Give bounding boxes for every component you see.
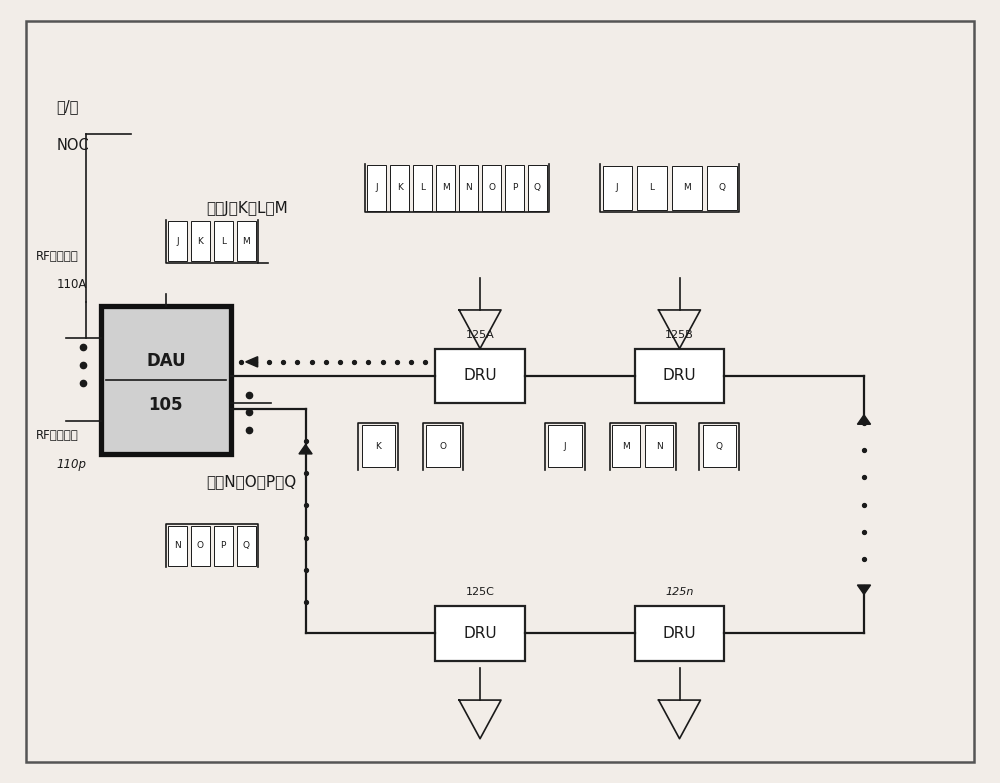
Bar xyxy=(505,165,524,211)
Text: DRU: DRU xyxy=(463,368,497,384)
Bar xyxy=(635,348,724,403)
Text: 125A: 125A xyxy=(466,330,494,340)
Text: J: J xyxy=(176,236,179,246)
Text: Q: Q xyxy=(534,183,541,193)
Polygon shape xyxy=(246,357,258,367)
Text: Q: Q xyxy=(716,442,723,450)
Bar xyxy=(168,525,187,565)
Bar xyxy=(528,165,547,211)
Bar xyxy=(635,606,724,661)
Text: K: K xyxy=(397,183,403,193)
Text: 110p: 110p xyxy=(56,457,86,471)
Text: M: M xyxy=(242,236,250,246)
Text: RF输入端口: RF输入端口 xyxy=(36,250,79,263)
Text: NOC: NOC xyxy=(56,139,89,153)
Text: 到/从: 到/从 xyxy=(56,99,79,114)
Text: RF输入端口: RF输入端口 xyxy=(36,429,79,442)
Bar xyxy=(707,166,737,210)
Text: 信道N、O、P、Q: 信道N、O、P、Q xyxy=(206,474,296,489)
Bar xyxy=(436,165,455,211)
Bar xyxy=(413,165,432,211)
Text: DRU: DRU xyxy=(463,626,497,640)
Bar xyxy=(362,425,395,467)
Text: 125n: 125n xyxy=(665,587,694,597)
Text: L: L xyxy=(650,183,655,193)
Text: J: J xyxy=(376,183,378,193)
Text: DAU: DAU xyxy=(146,352,186,370)
Text: 105: 105 xyxy=(149,396,183,414)
Text: J: J xyxy=(616,183,618,193)
Bar xyxy=(191,222,210,262)
Text: N: N xyxy=(656,442,662,450)
Text: M: M xyxy=(683,183,691,193)
Text: N: N xyxy=(465,183,472,193)
Text: O: O xyxy=(488,183,495,193)
Bar xyxy=(637,166,667,210)
Bar xyxy=(603,166,632,210)
Text: DRU: DRU xyxy=(663,368,696,384)
Bar xyxy=(645,424,673,467)
Text: Q: Q xyxy=(718,183,725,193)
Bar xyxy=(703,425,736,467)
Text: L: L xyxy=(420,183,425,193)
Bar xyxy=(548,425,582,467)
Text: 信道J、K、L、M: 信道J、K、L、M xyxy=(206,200,288,215)
Bar xyxy=(612,424,640,467)
Text: P: P xyxy=(512,183,517,193)
Text: K: K xyxy=(375,442,381,450)
Bar xyxy=(672,166,702,210)
Bar xyxy=(390,165,409,211)
Polygon shape xyxy=(857,585,871,594)
Text: P: P xyxy=(221,541,226,550)
Text: M: M xyxy=(442,183,450,193)
Bar xyxy=(435,606,525,661)
Bar xyxy=(367,165,386,211)
Text: M: M xyxy=(622,442,630,450)
Text: 125B: 125B xyxy=(665,330,694,340)
Text: L: L xyxy=(221,236,226,246)
Text: DRU: DRU xyxy=(663,626,696,640)
Bar xyxy=(237,525,256,565)
Text: 125C: 125C xyxy=(466,587,494,597)
Bar xyxy=(426,425,460,467)
Bar xyxy=(435,348,525,403)
Text: 110A: 110A xyxy=(56,278,87,291)
Text: N: N xyxy=(174,541,181,550)
Text: O: O xyxy=(440,442,447,450)
Text: Q: Q xyxy=(243,541,250,550)
Text: K: K xyxy=(197,236,203,246)
Bar xyxy=(101,305,231,454)
Polygon shape xyxy=(857,415,871,424)
Bar xyxy=(459,165,478,211)
Polygon shape xyxy=(299,445,312,454)
Bar xyxy=(482,165,501,211)
Bar xyxy=(214,222,233,262)
Text: J: J xyxy=(564,442,566,450)
Bar xyxy=(168,222,187,262)
Bar xyxy=(214,525,233,565)
Text: O: O xyxy=(197,541,204,550)
Bar xyxy=(191,525,210,565)
Bar xyxy=(237,222,256,262)
